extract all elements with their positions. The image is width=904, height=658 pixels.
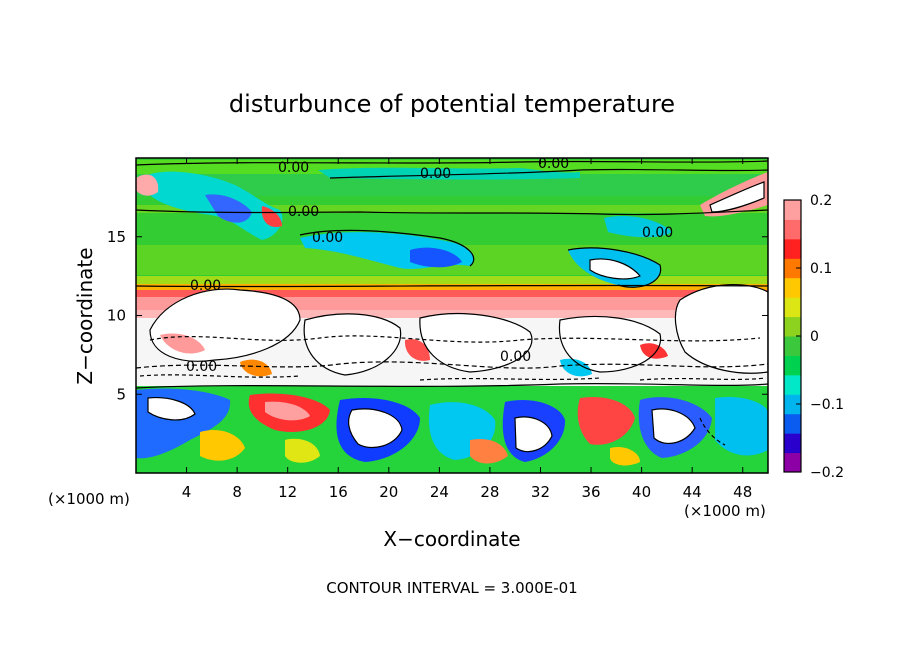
colorbar: 0.2 0.1 0 −0.1 −0.2	[783, 193, 844, 481]
cloud-blobs	[150, 284, 768, 377]
x-tick-label: 44	[683, 483, 702, 501]
y-tick-label: 15	[107, 228, 126, 246]
colorbar-tick-label: 0	[810, 329, 819, 345]
x-tick-label: 28	[480, 483, 499, 501]
colorbar-cell	[784, 394, 801, 415]
contour-lines	[136, 160, 768, 453]
contour-label: 0.00	[186, 359, 217, 375]
colorbar-cell	[784, 374, 801, 395]
x-tick-label: 24	[430, 483, 449, 501]
contour-label: 0.00	[288, 204, 319, 220]
contour-label: 0.00	[190, 278, 221, 294]
x-tick-label: 36	[581, 483, 600, 501]
y-axis-ticks: 5 10 15	[107, 228, 768, 403]
x-axis-label: X−coordinate	[383, 527, 520, 551]
colorbar-cell	[784, 433, 801, 454]
contour-label: 0.00	[312, 230, 343, 246]
contour-label: 0.00	[642, 225, 673, 241]
colorbar-cell	[784, 258, 801, 279]
x-tick-label: 40	[632, 483, 651, 501]
colorbar-cell	[784, 413, 801, 434]
upper-patches	[136, 167, 768, 288]
colorbar-cell	[784, 277, 801, 298]
colorbar-cell	[784, 452, 801, 473]
plot-area	[136, 158, 768, 473]
colorbar-cell	[784, 200, 801, 220]
x-tick-label: 4	[182, 483, 192, 501]
contour-interval: CONTOUR INTERVAL = 3.000E-01	[326, 579, 577, 597]
colorbar-tick-label: −0.2	[810, 465, 844, 481]
contour-labels: 0.00 0.00 0.00 0.00 0.00 0.00 0.00 0.00 0.00	[186, 156, 673, 375]
colorbar-tick-label: 0.1	[810, 261, 832, 277]
x-tick-label: 8	[232, 483, 242, 501]
x-tick-label: 48	[733, 483, 752, 501]
contour-label: 0.00	[538, 156, 569, 172]
colorbar-cell	[784, 238, 801, 259]
chart-title: disturbunce of potential temperature	[229, 90, 675, 118]
x-tick-label: 20	[379, 483, 398, 501]
contour-label: 0.00	[278, 160, 309, 176]
colorbar-cell	[784, 355, 801, 376]
x-axis-unit-left: (×1000 m)	[48, 490, 130, 508]
colorbar-cell	[784, 297, 801, 318]
x-tick-label: 32	[531, 483, 550, 501]
colorbar-cell	[784, 219, 801, 240]
colorbar-tick-label: −0.1	[810, 397, 844, 413]
x-axis-ticks: 4 8 12 16 20 24 28 32 36 40 44 48	[182, 158, 752, 501]
x-axis-unit-right: (×1000 m)	[684, 502, 766, 520]
contour-label: 0.00	[500, 349, 531, 365]
positive-band	[136, 284, 768, 292]
x-tick-label: 16	[329, 483, 348, 501]
x-tick-label: 12	[278, 483, 297, 501]
colorbar-tick-label: 0.2	[810, 193, 832, 209]
lower-eddies	[136, 388, 768, 466]
y-axis-label: Z−coordinate	[73, 247, 97, 384]
y-tick-label: 10	[107, 307, 126, 325]
y-tick-label: 5	[116, 385, 126, 403]
colorbar-cell	[784, 336, 801, 356]
colorbar-cell	[784, 316, 801, 337]
contour-label: 0.00	[420, 166, 451, 182]
